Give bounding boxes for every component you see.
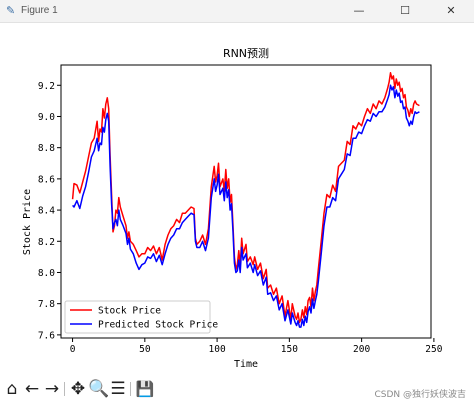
x-tick-label: 100 — [209, 344, 226, 355]
series-line-predicted-stock-price — [72, 84, 420, 328]
y-tick-label: 9.0 — [38, 112, 55, 123]
x-tick-label: 150 — [281, 344, 298, 355]
window-titlebar: ✎ Figure 1 — ☐ ✕ — [0, 0, 474, 23]
figure-canvas: RNN预测 0 50 100 150 200 250 7.6 7.8 8.0 8.2 8.4 8.6 8… — [22, 47, 443, 370]
y-axis-label: Stock Price — [22, 189, 33, 255]
feather-icon: ✎ — [6, 4, 16, 17]
plot-series — [71, 72, 420, 328]
navigation-toolbar: ⌂ ← → ✥ 🔍 ☰ 💾 — [0, 376, 474, 402]
home-icon[interactable]: ⌂ — [6, 379, 18, 399]
y-tick-label: 7.6 — [38, 330, 55, 341]
axis-ticks: 0 50 100 150 200 250 7.6 7.8 8.0 8.2 8.4 8.6 8.8 9.0 9… — [38, 81, 443, 355]
y-tick-label: 8.4 — [38, 206, 55, 217]
x-tick-label: 250 — [425, 344, 442, 355]
chart-title: RNN预测 — [223, 47, 269, 60]
csdn-watermark: CSDN @独行妖侠波吉 — [374, 390, 466, 400]
y-tick-label: 8.0 — [38, 268, 55, 279]
legend: Stock Price Predicted Stock Price — [64, 300, 218, 334]
y-tick-label: 8.8 — [38, 143, 55, 154]
zoom-icon[interactable]: 🔍 — [88, 379, 110, 399]
y-tick-label: 9.2 — [38, 81, 55, 92]
x-tick-label: 50 — [139, 344, 151, 355]
series-line-stock-price — [71, 72, 420, 324]
minimize-button[interactable]: — — [353, 4, 365, 17]
x-axis-label: Time — [234, 359, 258, 370]
maximize-button[interactable]: ☐ — [400, 4, 410, 17]
legend-label-stock-price: Stock Price — [98, 306, 161, 317]
plot-frame — [60, 64, 432, 339]
legend-label-predicted-stock-price: Predicted Stock Price — [98, 320, 218, 331]
subplots-icon[interactable]: ☰ — [110, 379, 126, 399]
toolbar-separator — [64, 382, 65, 396]
x-tick-label: 0 — [70, 344, 76, 355]
back-icon[interactable]: ← — [24, 379, 40, 399]
save-icon[interactable]: 💾 — [135, 380, 155, 398]
window-title: Figure 1 — [21, 5, 58, 16]
close-button[interactable]: ✕ — [446, 4, 456, 17]
toolbar-separator — [130, 382, 131, 396]
x-tick-label: 200 — [353, 344, 370, 355]
y-tick-label: 8.6 — [38, 174, 55, 185]
forward-icon[interactable]: → — [44, 379, 60, 399]
legend-box — [64, 300, 211, 334]
pan-icon[interactable]: ✥ — [70, 379, 86, 399]
y-tick-label: 7.8 — [38, 299, 55, 310]
y-tick-label: 8.2 — [38, 237, 55, 248]
